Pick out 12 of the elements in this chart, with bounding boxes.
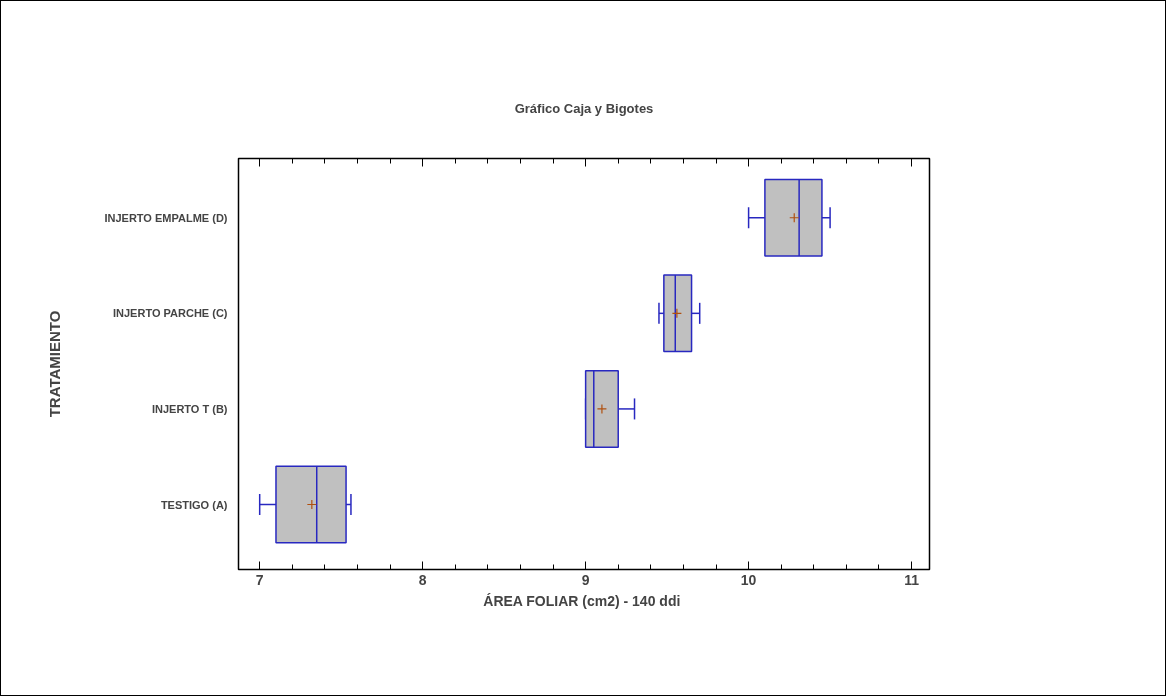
x-tick-label: 7 <box>255 571 264 588</box>
y-tick-label: INJERTO EMPALME (D) <box>104 211 228 224</box>
x-tick-label: 8 <box>418 571 427 588</box>
chart-title: Gráfico Caja y Bigotes <box>514 101 654 116</box>
x-tick-label: 10 <box>740 571 757 588</box>
y-tick-label: INJERTO PARCHE (C) <box>113 307 228 320</box>
y-tick-label: TESTIGO (A) <box>160 498 228 511</box>
x-tick-label: 9 <box>581 571 590 588</box>
y-tick-label: INJERTO T (B) <box>151 402 228 415</box>
x-tick-label: 11 <box>904 571 920 588</box>
y-axis-title: TRATAMIENTO <box>46 310 64 418</box>
x-axis-title: ÁREA FOLIAR (cm2) - 140 ddi <box>483 592 681 609</box>
